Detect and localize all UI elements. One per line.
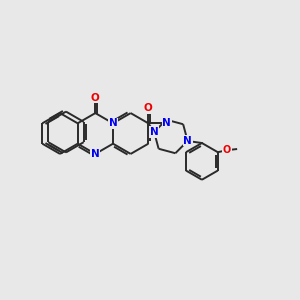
Text: O: O [144, 103, 153, 113]
Text: O: O [223, 145, 231, 155]
Text: N: N [150, 127, 158, 137]
Text: N: N [109, 118, 117, 128]
Text: O: O [91, 93, 100, 103]
Text: N: N [183, 136, 192, 146]
Text: N: N [162, 118, 171, 128]
Text: N: N [91, 149, 100, 159]
